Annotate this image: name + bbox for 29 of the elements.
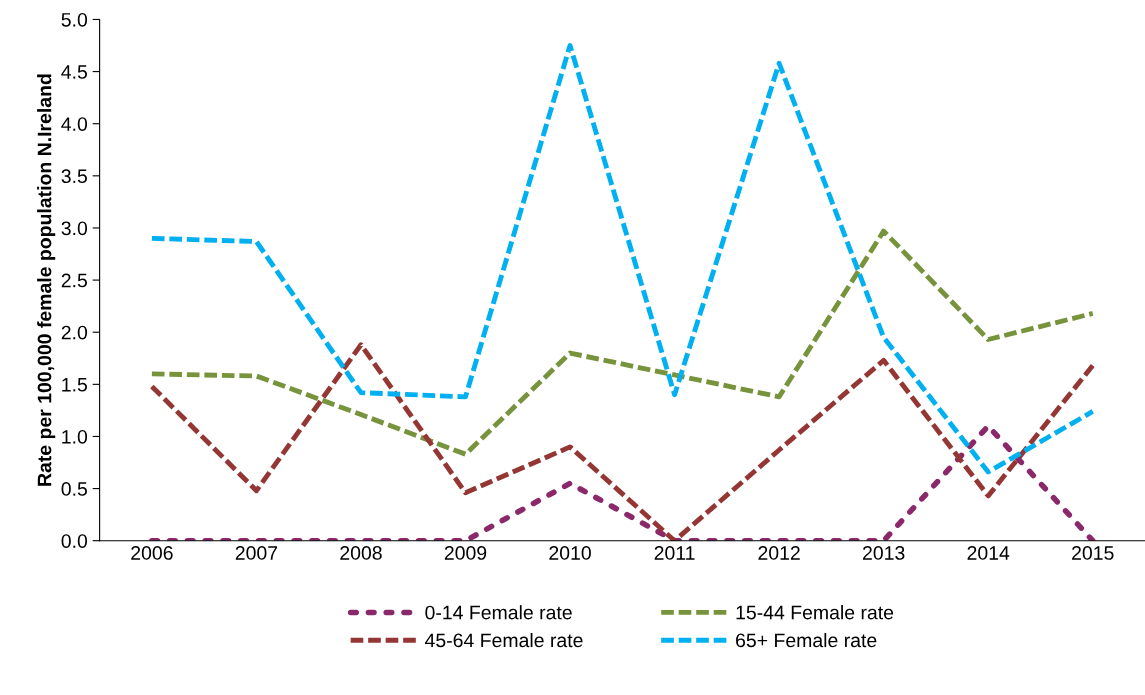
x-tick-label: 2011 bbox=[654, 546, 695, 560]
y-tick-label: 1.5 bbox=[62, 378, 87, 392]
legend-label: 65+ Female rate bbox=[736, 632, 877, 648]
y-axis-title: Rate per 100,000 female population N.Ireland bbox=[37, 74, 56, 486]
x-tick-label: 2009 bbox=[444, 546, 487, 560]
line-series bbox=[149, 43, 1096, 475]
x-tick-label: 2015 bbox=[1072, 546, 1114, 560]
x-tick-label: 2014 bbox=[967, 546, 1010, 560]
x-tick-label: 2007 bbox=[235, 546, 278, 560]
y-tick-label: 3.0 bbox=[61, 221, 88, 236]
y-tick-label: 0.5 bbox=[61, 482, 87, 496]
x-tick-label: 2012 bbox=[758, 546, 800, 560]
y-tick-label: 2.0 bbox=[61, 325, 88, 340]
y-tick-label: 0.0 bbox=[61, 534, 88, 548]
x-tick-label: 2013 bbox=[863, 546, 905, 560]
x-tick-label: 2006 bbox=[131, 546, 173, 560]
y-tick-label: 5.0 bbox=[61, 12, 88, 27]
y-tick-label: 1.0 bbox=[62, 429, 88, 444]
x-tick-label: 2008 bbox=[340, 546, 382, 560]
y-tick-label: 4.0 bbox=[61, 117, 88, 131]
legend-label: 0-14 Female rate bbox=[425, 605, 572, 620]
legend-label: 15-44 Female rate bbox=[736, 605, 894, 620]
line-series bbox=[149, 228, 1096, 457]
y-tick-label: 4.5 bbox=[61, 65, 87, 79]
y-tick-label: 2.5 bbox=[61, 273, 87, 288]
y-tick-label: 3.5 bbox=[61, 169, 87, 184]
line-series bbox=[149, 342, 1096, 541]
legend-label: 45-64 Female rate bbox=[425, 632, 583, 648]
x-tick-label: 2010 bbox=[549, 546, 591, 560]
